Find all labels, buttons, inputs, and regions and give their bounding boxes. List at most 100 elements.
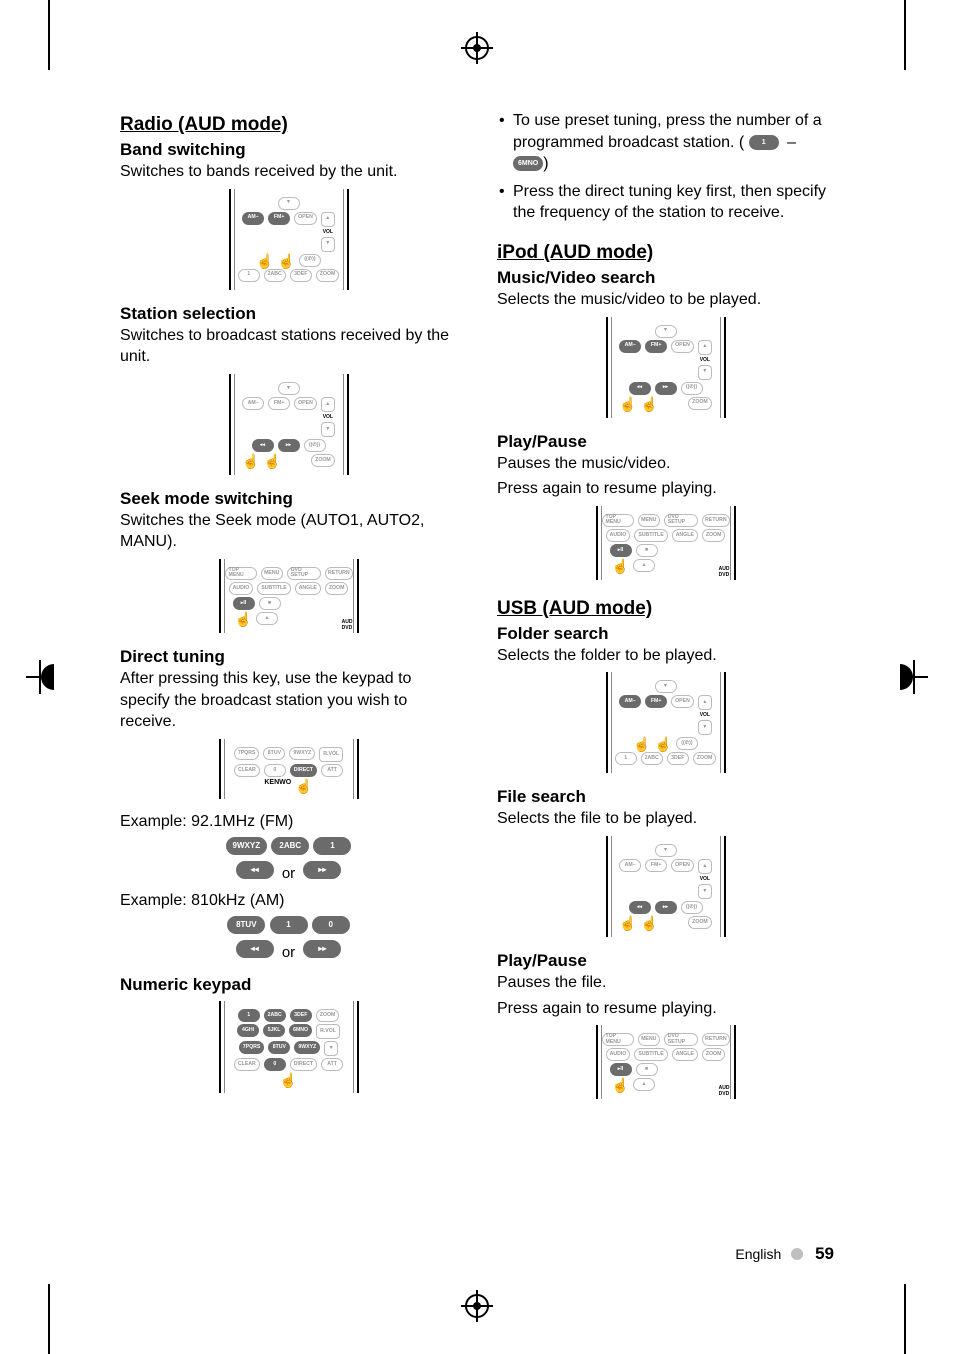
- hand-icon: ☝: [235, 612, 252, 627]
- zoom-key: ZOOM: [311, 454, 335, 467]
- key-1: 1: [270, 916, 308, 934]
- usb-playpause-desc1: Pauses the file.: [497, 972, 834, 994]
- prev-key: ◂◂: [629, 382, 651, 395]
- voice-key: ((✆)): [681, 901, 703, 914]
- band-switching-desc: Switches to bands received by the unit.: [120, 161, 457, 183]
- key-7: 7PQRS: [239, 1041, 265, 1054]
- registration-target-icon: [461, 32, 493, 64]
- seek-mode-heading: Seek mode switching: [120, 489, 457, 509]
- hand-icon: ☝: [295, 779, 312, 793]
- am-key: AM–: [242, 212, 264, 225]
- page-footer: English 59: [735, 1244, 834, 1264]
- key-3: 3DEF: [667, 752, 689, 765]
- fm-key-sequence: 9WXYZ 2ABC 1: [120, 837, 457, 855]
- voice-key: ((✆)): [304, 439, 326, 452]
- footer-language: English: [735, 1246, 781, 1262]
- am-prev-next: ◂◂ or ▸▸: [120, 940, 457, 961]
- ipod-playpause-desc2: Press again to resume playing.: [497, 478, 834, 500]
- keypad-figure-usb-folder: ▼ AM– FM+ OPEN ▲ VOL ▼ ☝ ☝ ((✆)) 1 2ABC …: [606, 672, 726, 773]
- dvdsetup-key: DVD SETUP: [664, 1033, 698, 1046]
- next-key: ▸▸: [303, 940, 341, 958]
- voice-key: ((✆)): [681, 382, 703, 395]
- key-2: 2ABC: [264, 269, 286, 282]
- playpause-key: ▸II: [610, 544, 632, 557]
- next-key: ▸▸: [655, 382, 677, 395]
- topmenu-key: TOP MENU: [602, 514, 634, 527]
- fm-key: FM+: [645, 695, 667, 708]
- hand-icon: ☝: [264, 454, 281, 469]
- note-preset: To use preset tuning, press the number o…: [497, 110, 834, 175]
- prev-key: ◂◂: [236, 940, 274, 958]
- hand-icon: ☝: [612, 559, 629, 574]
- eject-key: ▼: [278, 197, 300, 210]
- menu-key: MENU: [638, 514, 660, 527]
- ipod-playpause-desc1: Pauses the music/video.: [497, 453, 834, 475]
- registration-half-target-icon: [900, 660, 928, 694]
- key-2: 2ABC: [641, 752, 663, 765]
- key-9: 9WXYZ: [226, 837, 268, 855]
- hand-icon: ☝: [633, 737, 650, 752]
- file-search-desc: Selects the file to be played.: [497, 808, 834, 830]
- keypad-figure-seek: TOP MENU MENU DVD SETUP RETURN AUDIO SUB…: [219, 559, 359, 633]
- subtitle-key: SUBTITLE: [634, 1048, 667, 1061]
- open-key: OPEN: [671, 340, 694, 353]
- key-6: 6MNO: [289, 1024, 312, 1037]
- stop-key: ■: [636, 1063, 658, 1076]
- usb-playpause-heading: Play/Pause: [497, 951, 834, 971]
- eject-key: ▼: [655, 325, 677, 338]
- footer-page-number: 59: [815, 1244, 834, 1263]
- am-key: AM–: [619, 695, 641, 708]
- numeric-keypad-heading: Numeric keypad: [120, 975, 457, 995]
- aud-dvd-label: AUD DVD: [719, 566, 730, 578]
- page-content: Radio (AUD mode) Band switching Switches…: [120, 110, 834, 1244]
- eject-key: ▼: [278, 382, 300, 395]
- crop-mark: [48, 0, 50, 70]
- registration-target-icon: [461, 1290, 493, 1322]
- am-key: AM–: [619, 340, 641, 353]
- key-8: 8TUV: [268, 1041, 290, 1054]
- ipod-title: iPod (AUD mode): [497, 242, 834, 264]
- angle-key: ANGLE: [295, 582, 321, 595]
- att-key: ATT: [321, 1058, 343, 1071]
- aud-dvd-label: AUD DVD: [342, 619, 353, 631]
- menu-key: MENU: [261, 567, 283, 580]
- kenwood-label: KENWO: [264, 779, 291, 791]
- right-column: To use preset tuning, press the number o…: [497, 110, 834, 1244]
- zoom-key: ZOOM: [316, 1009, 340, 1022]
- key-8: 8TUV: [227, 916, 265, 934]
- rvol-key: R.VOL: [316, 1024, 340, 1039]
- key-1: 1: [749, 135, 779, 150]
- key-0: 0: [264, 1058, 286, 1071]
- prev-key: ◂◂: [236, 861, 274, 879]
- keypad-figure-usb-file: ▼ AM– FM+ OPEN ▲ VOL ▼ ◂◂ ▸▸ ((✆)) ☝ ☝ D…: [606, 836, 726, 937]
- open-key: OPEN: [294, 212, 317, 225]
- crop-mark: [904, 1284, 906, 1354]
- hand-icon: ☝: [619, 916, 636, 931]
- key-2: 2ABC: [264, 1009, 286, 1022]
- note-direct: Press the direct tuning key first, then …: [497, 181, 834, 224]
- music-video-search-desc: Selects the music/video to be played.: [497, 289, 834, 311]
- stop-key: ■: [636, 544, 658, 557]
- hand-icon: ☝: [641, 397, 658, 412]
- key-1: 1: [238, 1009, 260, 1022]
- menu-key: MENU: [638, 1033, 660, 1046]
- radio-title: Radio (AUD mode): [120, 114, 457, 136]
- notes-list: To use preset tuning, press the number o…: [497, 110, 834, 224]
- ipod-playpause-heading: Play/Pause: [497, 432, 834, 452]
- hand-icon: ☝: [242, 454, 259, 469]
- keypad-figure-ipod-playpause: TOP MENU MENU DVD SETUP RETURN AUDIO SUB…: [596, 506, 736, 580]
- zoom-key: ZOOM: [688, 916, 712, 929]
- seek-mode-desc: Switches the Seek mode (AUTO1, AUTO2, MA…: [120, 510, 457, 553]
- hand-icon: ☝: [256, 254, 273, 269]
- open-key: OPEN: [671, 859, 694, 872]
- up-key: ▲: [633, 1078, 655, 1091]
- up-key: ▲: [633, 559, 655, 572]
- usb-title: USB (AUD mode): [497, 598, 834, 620]
- prev-key: ◂◂: [629, 901, 651, 914]
- open-key: OPEN: [294, 397, 317, 410]
- left-column: Radio (AUD mode) Band switching Switches…: [120, 110, 457, 1244]
- fm-key: FM+: [268, 397, 290, 410]
- key-4: 4GHI: [237, 1024, 259, 1037]
- vol-rocker: ▲ VOL ▼: [321, 212, 335, 252]
- keypad-figure-band: ▼ AM– FM+ OPEN ▲ VOL ▼ ☝ ☝ ((✆)) 1 2ABC …: [229, 189, 349, 290]
